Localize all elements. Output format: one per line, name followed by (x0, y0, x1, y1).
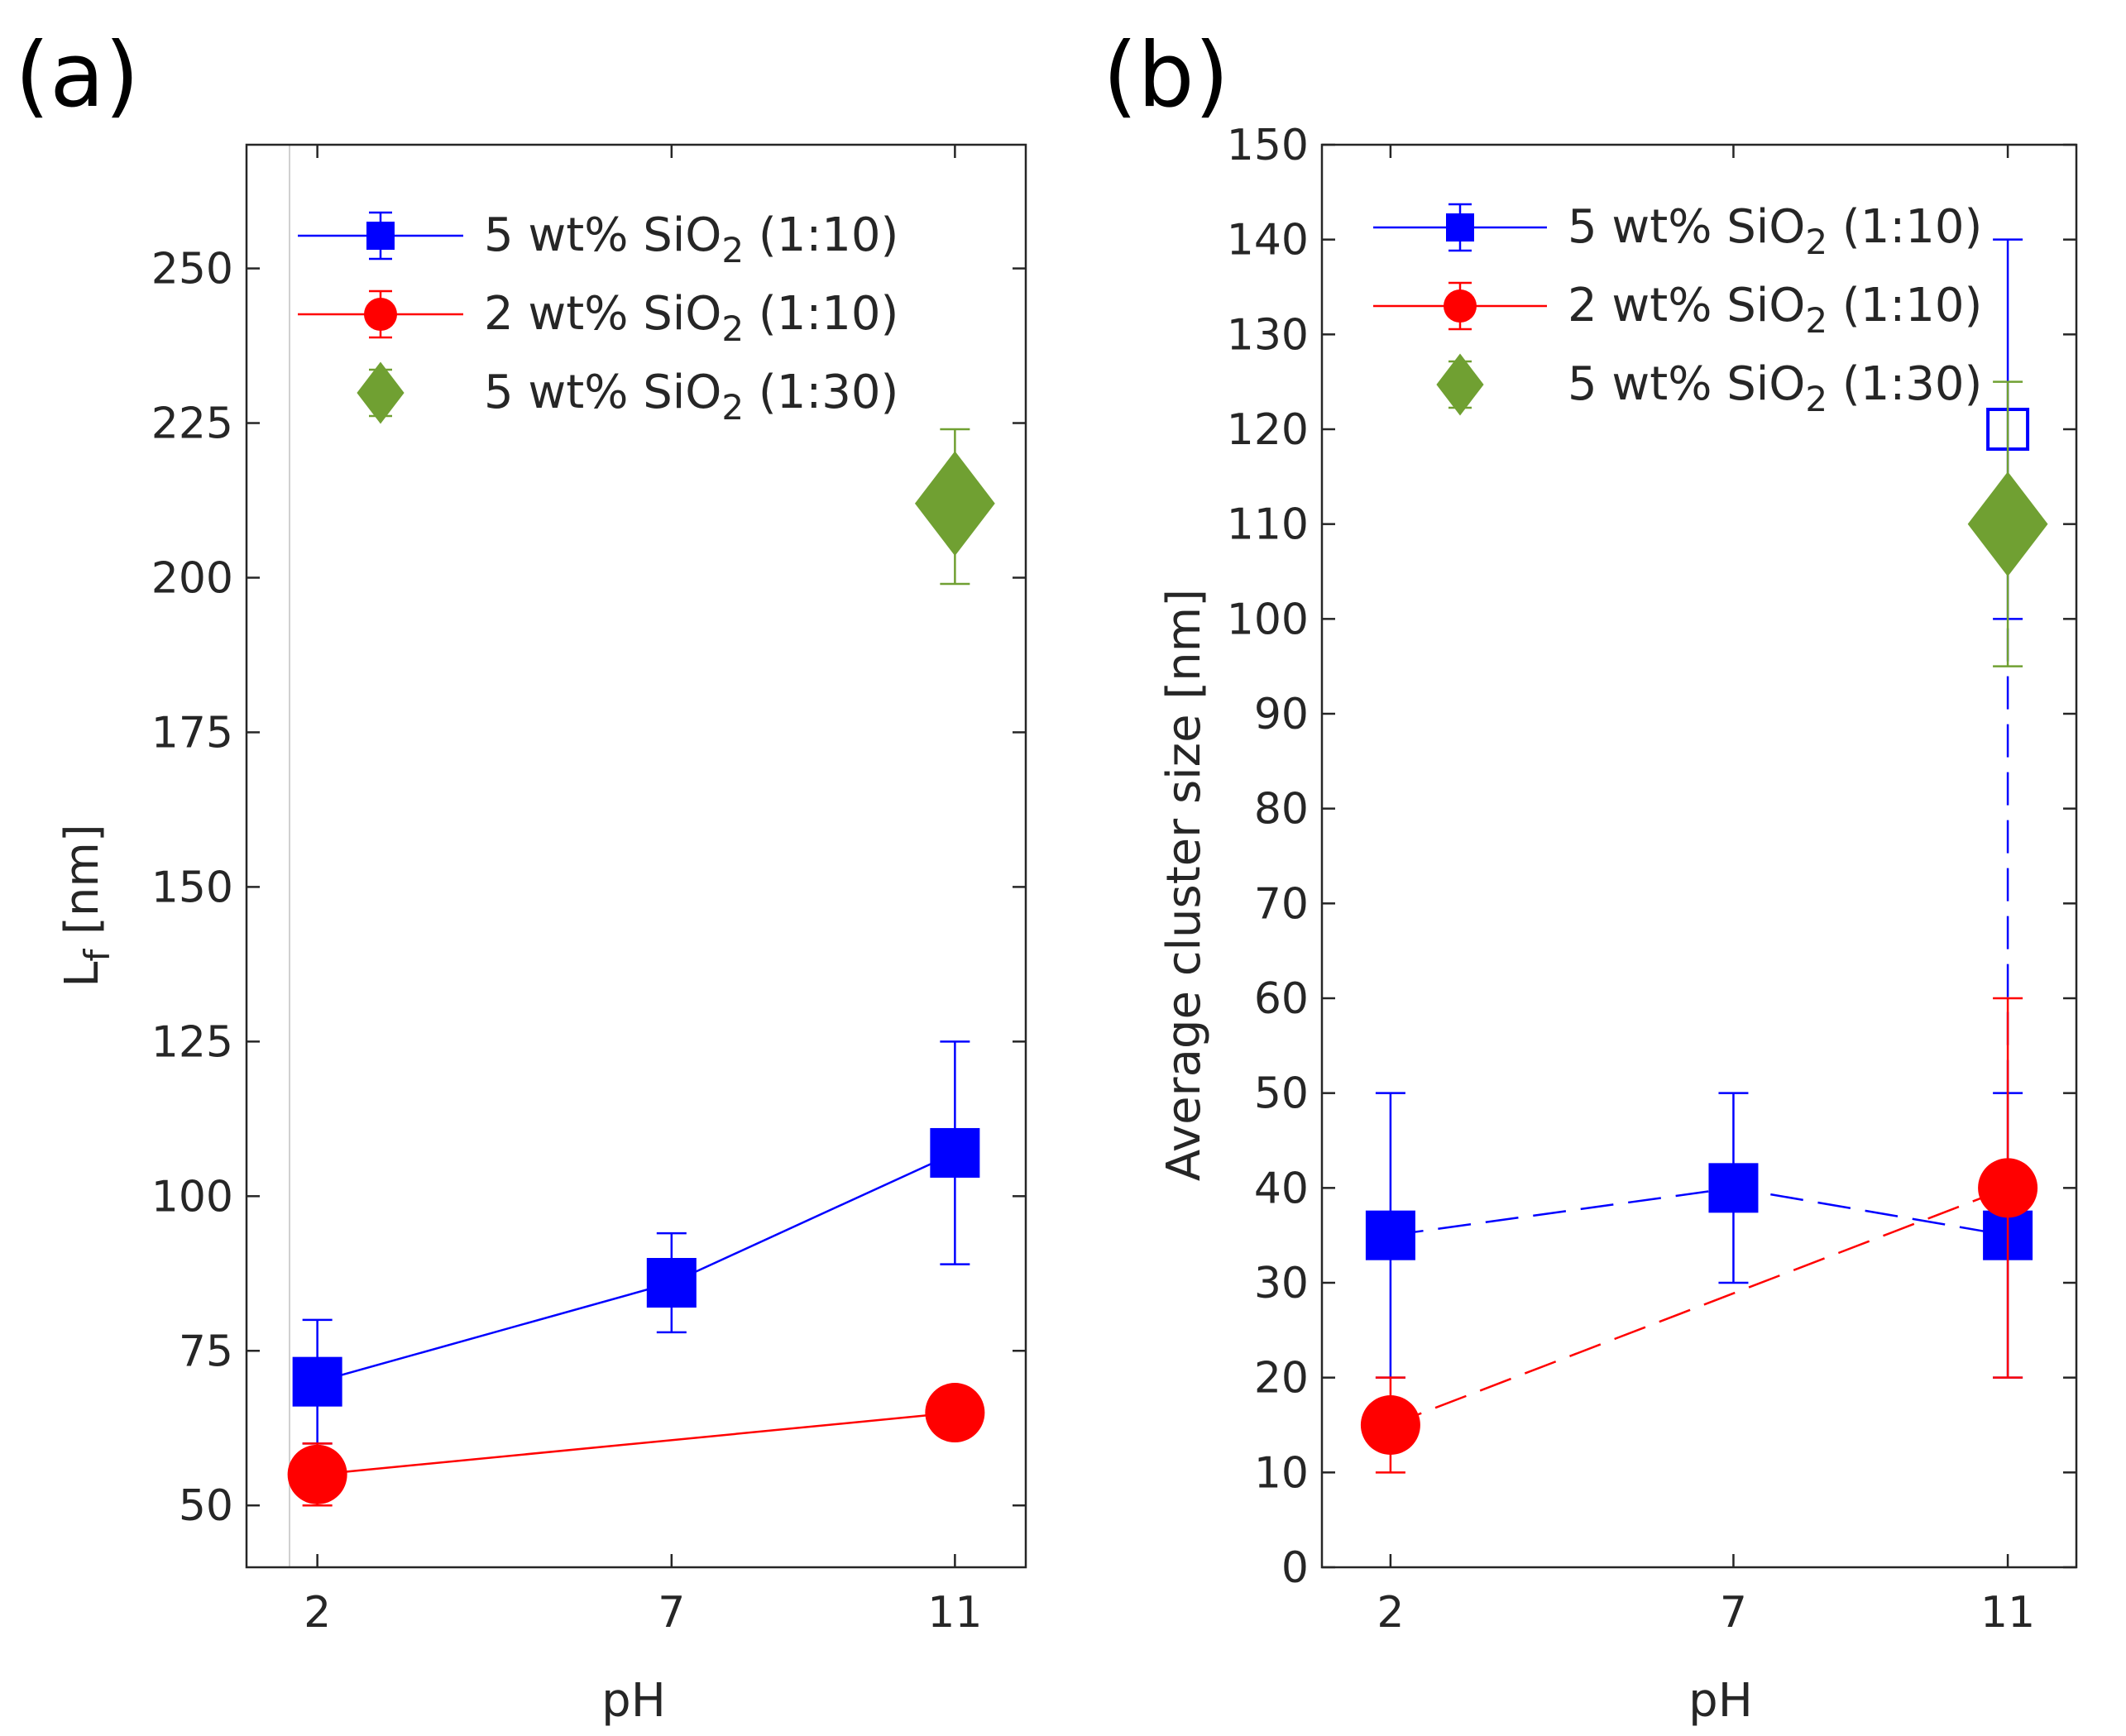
legend-entry-2: 5 wt% SiO2 (1:30) (357, 361, 898, 428)
legend-marker (357, 361, 405, 424)
y-tick-label-a: 100 (151, 1172, 233, 1222)
series-a-2 (914, 428, 995, 586)
plot-frame-a (245, 143, 1027, 1569)
panel-label-a: (a) (15, 24, 139, 127)
legend-entry-2: 5 wt% SiO2 (1:30) (1436, 353, 1982, 419)
data-point (1360, 1395, 1420, 1455)
x-tick-label-b: 2 (1377, 1588, 1404, 1638)
x-tick-label-a: 7 (658, 1588, 685, 1638)
panel-a: (a) 50 75 100 125 150 175 200 225 250 2 7 11 5 wt% … (15, 24, 1027, 1728)
y-tick-label-a: 250 (151, 245, 233, 294)
panel-b: (b) 0 10 20 30 40 50 60 70 80 90 100 110 120 130 140 15… (1103, 24, 2078, 1728)
y-tick-label-a: 175 (151, 708, 233, 758)
y-tick-label-b: 120 (1227, 405, 1309, 455)
legend-marker (366, 222, 395, 250)
x-tick-label-a: 11 (927, 1588, 982, 1638)
y-tick-label-b: 70 (1254, 879, 1309, 929)
data-point (1708, 1163, 1759, 1213)
series-b-1 (1360, 997, 2038, 1474)
y-axis-label-a: Lf [nm] (55, 824, 117, 988)
y-tick-label-a: 75 (179, 1327, 233, 1376)
y-tick-label-b: 140 (1227, 216, 1309, 265)
x-tick-label-b: 7 (1720, 1588, 1747, 1638)
legend-entry-1: 2 wt% SiO2 (1:10) (298, 287, 898, 349)
series-line (317, 1151, 955, 1383)
data-point (925, 1383, 985, 1443)
y-axis-label-b: Average cluster size [nm] (1157, 589, 1211, 1181)
legend-marker (1444, 289, 1477, 323)
data-point (1978, 1158, 2038, 1218)
plot-frame-b (1320, 143, 2078, 1569)
series-line (1390, 1187, 2009, 1236)
legend-entry-0: 5 wt% SiO2 (1:10) (298, 208, 898, 270)
y-tick-label-a: 150 (151, 863, 233, 912)
y-tick-label-b: 20 (1254, 1354, 1309, 1404)
y-tick-label-b: 100 (1227, 595, 1309, 644)
y-tick-label-b: 0 (1281, 1543, 1309, 1593)
x-axis-label-b: pH (1688, 1674, 1753, 1728)
y-tick-label-b: 90 (1254, 690, 1309, 739)
y-tick-label-a: 125 (151, 1017, 233, 1067)
y-tick-label-b: 50 (1254, 1069, 1309, 1119)
x-tick-label-a: 2 (304, 1588, 331, 1638)
y-tick-label-b: 60 (1254, 974, 1309, 1024)
legend-b: 5 wt% SiO2 (1:10) 2 wt% SiO2 (1:10) 5 wt% … (1373, 200, 1982, 419)
y-tick-label-b: 30 (1254, 1259, 1309, 1308)
y-tick-label-a: 200 (151, 553, 233, 603)
y-tick-label-b: 110 (1227, 500, 1309, 550)
legend-label: 2 wt% SiO2 (1:10) (1568, 279, 1982, 341)
y-tick-label-b: 150 (1227, 121, 1309, 170)
data-point (930, 1127, 980, 1178)
legend-label: 5 wt% SiO2 (1:10) (484, 208, 898, 270)
legend-label: 5 wt% SiO2 (1:30) (484, 366, 898, 428)
y-tick-label-b: 130 (1227, 310, 1309, 360)
y-tick-label-a: 225 (151, 399, 233, 449)
series-line (1390, 1187, 2009, 1427)
data-point (914, 451, 995, 557)
series-b-2 (1967, 380, 2048, 667)
data-point (1365, 1210, 1415, 1260)
panel-label-b: (b) (1103, 24, 1229, 127)
y-tick-label-a: 50 (179, 1481, 233, 1531)
legend-entry-0: 5 wt% SiO2 (1:10) (1373, 200, 1982, 262)
legend-a: 5 wt% SiO2 (1:10) 2 wt% SiO2 (1:10) 5 wt% … (298, 208, 898, 428)
series-line (317, 1411, 955, 1476)
legend-marker (364, 298, 397, 331)
legend-label: 2 wt% SiO2 (1:10) (484, 287, 898, 349)
series-a-1 (287, 1383, 985, 1507)
legend-marker (1446, 213, 1474, 242)
data-point (646, 1258, 697, 1308)
data-point (292, 1356, 342, 1407)
y-tick-label-b: 10 (1254, 1448, 1309, 1498)
legend-marker (1436, 353, 1484, 416)
legend-label: 5 wt% SiO2 (1:30) (1568, 357, 1982, 419)
legend-label: 5 wt% SiO2 (1:10) (1568, 200, 1982, 262)
y-tick-label-b: 80 (1254, 785, 1309, 835)
y-tick-label-b: 40 (1254, 1164, 1309, 1213)
series-a-0 (292, 1040, 980, 1445)
data-point (1967, 471, 2048, 577)
legend-entry-1: 2 wt% SiO2 (1:10) (1373, 279, 1982, 341)
x-tick-label-b: 11 (1980, 1588, 2035, 1638)
data-point (287, 1444, 347, 1504)
x-axis-label-a: pH (601, 1674, 666, 1728)
